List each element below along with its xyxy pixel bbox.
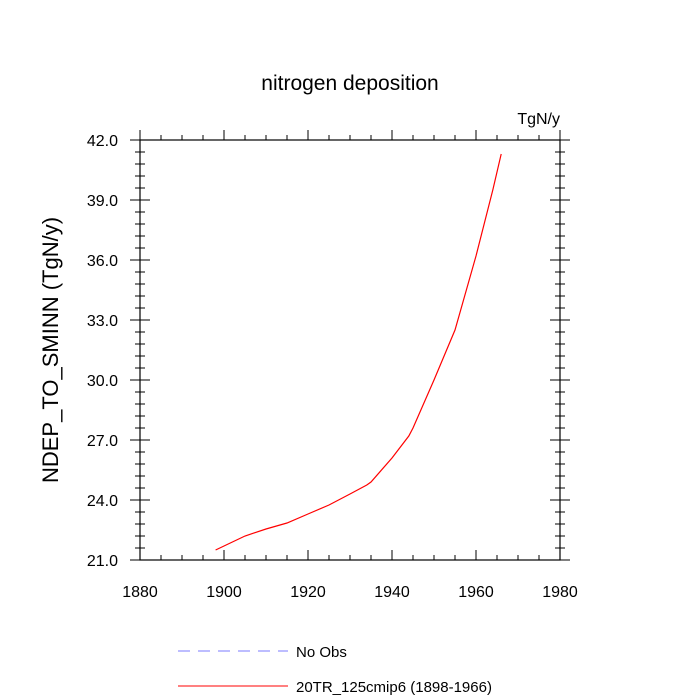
y-tick-label: 42.0: [87, 133, 118, 150]
y-tick-label: 36.0: [87, 253, 118, 270]
plot-frame: [139, 139, 561, 561]
y-tick-label: 33.0: [87, 313, 118, 330]
legend-label-1: 20TR_125cmip6 (1898-1966): [296, 679, 492, 696]
y-axis: 21.0 24.0 27.0 30.0 33.0 36.0 39.0 42.0: [87, 133, 570, 570]
x-tick-label: 1900: [206, 584, 242, 601]
x-axis: 1880 1900 1920 1940 1960 1980: [122, 130, 578, 601]
series-line-1: [215, 153, 502, 551]
y-tick-label: 30.0: [87, 373, 118, 390]
y-axis-label: NDEP_TO_SMINN (TgN/y): [38, 217, 63, 483]
x-tick-label: 1920: [290, 584, 326, 601]
y-tick-label: 27.0: [87, 433, 118, 450]
x-tick-label: 1940: [374, 584, 410, 601]
x-tick-label: 1880: [122, 584, 158, 601]
x-tick-label: 1980: [542, 584, 578, 601]
y-tick-label: 39.0: [87, 193, 118, 210]
chart-title: nitrogen deposition: [261, 72, 438, 95]
x-tick-label: 1960: [458, 584, 494, 601]
legend-label-0: No Obs: [296, 644, 347, 661]
y-tick-label: 24.0: [87, 493, 118, 510]
series-lines: [215, 153, 502, 551]
units-label: TgN/y: [517, 111, 560, 128]
legend: No Obs 20TR_125cmip6 (1898-1966): [178, 644, 492, 696]
y-tick-label: 21.0: [87, 553, 118, 570]
